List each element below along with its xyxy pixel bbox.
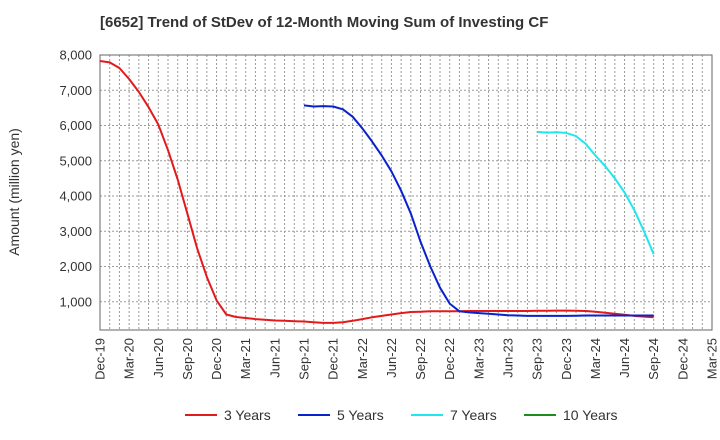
x-tick-label: Dec-22 [442,338,457,380]
x-tick-label: Mar-23 [471,338,486,379]
legend: 3 Years 5 Years 7 Years 10 Years [185,407,618,423]
y-tick-label: 3,000 [59,224,92,239]
x-tick-label: Sep-20 [180,338,195,380]
x-tick-label: Sep-23 [530,338,545,380]
plot-frame [99,54,713,331]
x-tick-label: Dec-19 [93,338,108,380]
grid [100,54,712,330]
y-tick-label: 7,000 [59,83,92,98]
x-tick-label: Jun-22 [384,338,399,378]
series-line-3-years [99,60,654,324]
series-group [99,60,655,324]
x-tick-label: Jun-20 [151,338,166,378]
x-tick-label: Dec-23 [559,338,574,380]
x-tick-label: Mar-21 [238,338,253,379]
x-tick-label: Mar-22 [355,338,370,379]
legend-label: 5 Years [337,407,384,423]
x-tick-label: Dec-24 [675,338,690,380]
x-tick-label: Jun-23 [501,338,516,378]
x-tick-label: Sep-22 [413,338,428,380]
legend-label: 7 Years [450,407,497,423]
chart-title: [6652] Trend of StDev of 12-Month Moving… [100,14,548,31]
y-tick-label: 6,000 [59,118,92,133]
series-line-7-years [537,130,655,255]
y-tick-label: 5,000 [59,153,92,168]
y-tick-label: 2,000 [59,259,92,274]
x-tick-label: Jun-21 [267,338,282,378]
x-tick-label: Dec-20 [209,338,224,380]
legend-label: 3 Years [224,407,271,423]
y-tick-label: 4,000 [59,189,92,204]
y-tick-label: 8,000 [59,48,92,63]
x-tick-label: Mar-20 [122,338,137,379]
y-axis: 1,000 2,000 3,000 4,000 5,000 6,000 7,000 8,000 [59,48,92,310]
x-tick-label: Jun-24 [617,338,632,378]
y-axis-label: Amount (million yen) [6,128,22,256]
x-tick-label: Sep-21 [297,338,312,380]
series-line-5-years [303,104,654,317]
x-tick-label: Mar-24 [588,338,603,379]
x-axis: Dec-19 Mar-20 Jun-20 Sep-20 Dec-20 Mar-21 Jun-… [93,338,720,380]
legend-label: 10 Years [563,407,618,423]
y-tick-label: 1,000 [59,294,92,309]
x-tick-label: Dec-21 [326,338,341,380]
x-tick-label: Sep-24 [646,338,661,380]
x-tick-label: Mar-25 [705,338,720,379]
